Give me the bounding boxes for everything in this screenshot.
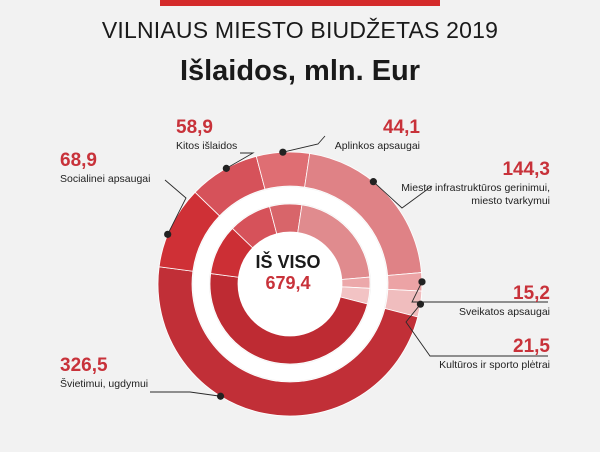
label-sveikatos: 15,2 Sveikatos apsaugai [420,284,550,319]
value-kulturos: 21,5 [513,336,550,357]
value-sveikatos: 15,2 [513,283,550,304]
label-kitos: 58,9 Kitos išlaidos [176,118,237,153]
value-socialinei: 68,9 [60,150,97,171]
outer-slice-socialinei [158,191,221,272]
leader-line-aplinkos [282,135,326,153]
name-kulturos: Kultūros ir sporto plėtrai [439,359,550,371]
name-svietimui: Švietimui, ugdymui [60,378,149,390]
center-disc [238,232,342,336]
label-infrastrukturos: 144,3 Miesto infrastruktūros gerinimui, … [400,160,550,208]
outer-slice-sveikatos [387,272,423,292]
leader-dot-infrastrukturos [369,178,377,186]
leader-line-kitos [226,152,255,169]
name-infrastrukturos: Miesto infrastruktūros gerinimui, miesto… [401,182,550,207]
center-total: IŠ VISO 679,4 [248,252,328,294]
leader-dot-sveikatos [418,278,426,286]
name-socialinei: Socialinei apsaugai [60,173,151,185]
value-aplinkos: 44,1 [383,117,420,138]
outer-slice-svietimui [157,266,419,417]
leader-dot-aplinkos [279,148,287,156]
center-total-label: IŠ VISO [255,252,321,272]
leader-line-sveikatos [411,281,548,303]
label-socialinei: 68,9 Socialinei apsaugai [60,151,150,186]
leader-line-infrastrukturos [373,181,433,209]
name-kitos: Kitos išlaidos [176,140,238,152]
chart-title: VILNIAUS MIESTO BIUDŽETAS 2019 [101,17,499,43]
leader-dot-svietimui [216,392,225,400]
leader-dot-kitos [222,164,230,172]
value-infrastrukturos: 144,3 [502,159,550,180]
leader-line-svietimui [150,391,221,397]
top-accent-bar [160,0,440,6]
leader-dot-kulturos [416,300,425,308]
outer-slice-aplinkos [255,151,311,190]
label-aplinkos: 44,1 Aplinkos apsaugai [320,118,420,153]
leader-dot-socialinei [164,230,172,238]
value-svietimui: 326,5 [60,355,108,376]
name-sveikatos: Sveikatos apsaugai [458,306,550,318]
value-kitos: 58,9 [176,117,213,138]
center-total-value: 679,4 [265,273,311,293]
chart-subtitle: Išlaidos, mln. Eur [179,55,421,87]
label-svietimui: 326,5 Švietimui, ugdymui [60,356,148,391]
leader-line-socialinei [164,179,187,235]
separator-ring [193,187,387,381]
label-kulturos: 21,5 Kultūros ir sporto plėtrai [410,337,550,372]
name-aplinkos: Aplinkos apsaugai [334,140,420,152]
leader-line-kulturos [405,303,548,357]
